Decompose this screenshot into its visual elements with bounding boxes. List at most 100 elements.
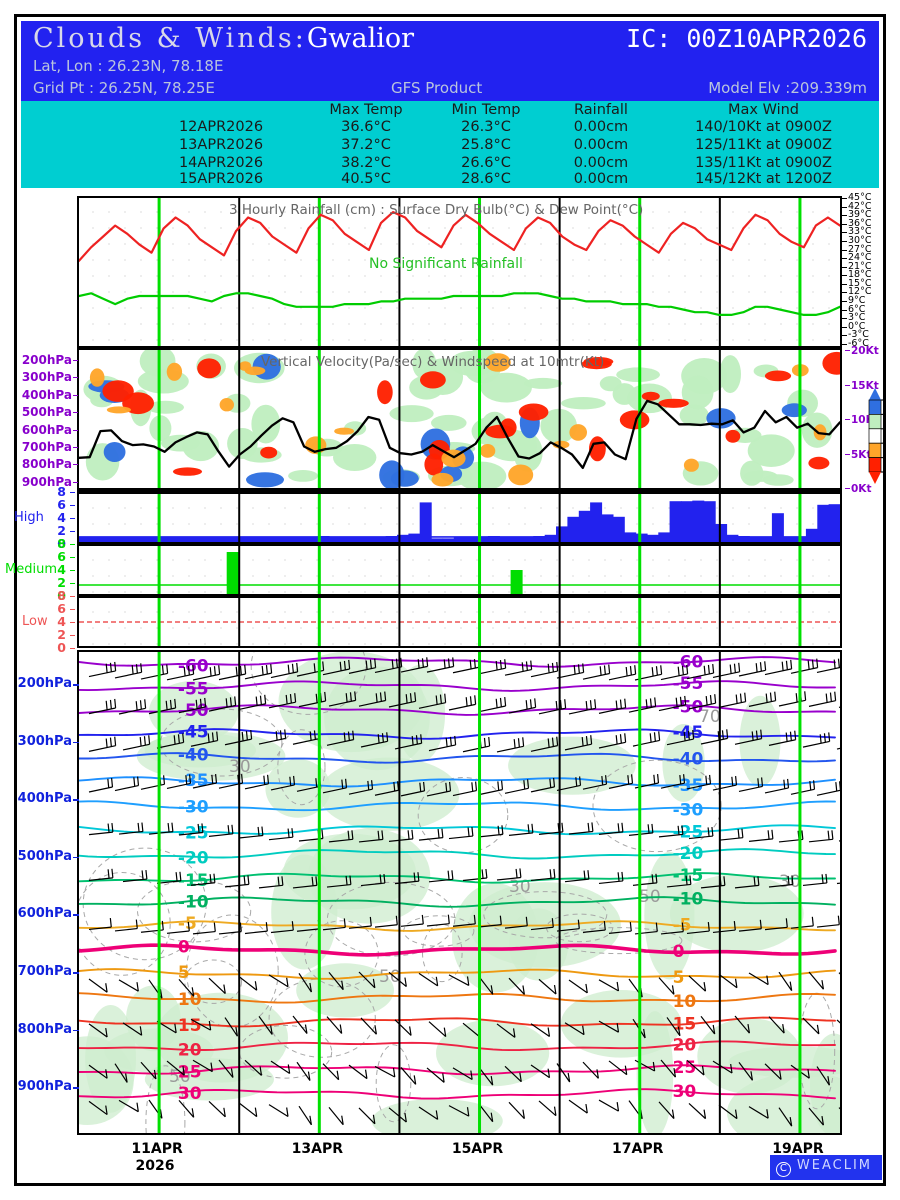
tick-mark — [842, 266, 847, 268]
tick-mark — [70, 635, 75, 636]
tick-mark — [842, 215, 847, 217]
temp-tick: 0°C — [848, 320, 866, 332]
tick-mark — [842, 309, 847, 311]
cell-max-wind: 140/10Kt at 0900Z — [695, 119, 832, 135]
cell-max-temp: 36.6°C — [341, 119, 391, 135]
pressure-tick: 400hPa — [17, 791, 72, 807]
temp-tick: 39°C — [848, 209, 872, 221]
tick-mark — [842, 344, 847, 345]
header-banner: Clouds & Winds:Gwalior IC: 00Z10APR2026 … — [21, 21, 879, 101]
lat-lon-label: Lat, Lon : 26.23N, 78.18E — [33, 57, 224, 75]
tick-mark — [842, 232, 847, 234]
tick-mark — [73, 481, 78, 483]
copyright-icon: C — [775, 1162, 791, 1177]
col-min-temp: Min Temp — [451, 102, 521, 118]
panel2-title: Vertical Velocity(Pa/sec) & Windspeed at… — [261, 354, 605, 370]
pressure-tick: 300hPa — [21, 370, 72, 385]
pressure-tick: 600hPa — [17, 906, 72, 922]
medium-cloud-plot — [79, 546, 840, 594]
tick-mark — [73, 1029, 79, 1032]
high-cloud-plot — [79, 494, 840, 542]
upper-air-plot: 30507050303050-60-60-55-55-50-50-45-45-4… — [79, 652, 840, 1133]
cloud-scale-tick: 6 — [57, 497, 66, 512]
tick-mark — [842, 326, 847, 328]
no-rainfall-annotation: No Significant Rainfall — [369, 256, 523, 272]
cell-rainfall: 0.00cm — [573, 137, 629, 153]
cloud-scale-tick: 2 — [57, 523, 66, 538]
cloud-scale-tick: 0 — [57, 640, 66, 655]
panel-upper-air-temp-wind: 30507050303050-60-60-55-55-50-50-45-45-4… — [77, 650, 842, 1135]
svg-text:-5: -5 — [673, 915, 692, 935]
cloud-scale-tick: 0 — [57, 588, 66, 603]
temp-tick: 12°C — [848, 286, 872, 298]
temp-tick: 15°C — [848, 277, 872, 289]
cloud-scale-tick: 4 — [57, 614, 66, 629]
temp-tick: 18°C — [848, 269, 872, 281]
x-tick-label: 15APR — [451, 1141, 504, 1157]
pressure-tick: 700hPa — [21, 440, 72, 454]
cloud-scale-tick: 2 — [57, 575, 66, 590]
cell-date: 12APR2026 — [178, 119, 264, 135]
model-elevation-label: Model Elv :209.339m — [708, 79, 867, 97]
pressure-tick: 800hPa — [17, 1021, 72, 1037]
tick-mark — [73, 684, 79, 686]
tick-mark — [70, 531, 75, 532]
cell-max-wind: 135/11Kt at 0900Z — [695, 155, 832, 171]
table-header-row: Max Temp Min Temp Rainfall Max Wind — [21, 102, 879, 121]
pressure-tick: 400hPa — [21, 387, 72, 402]
svg-text:-50: -50 — [673, 698, 704, 718]
pressure-tick: 500hPa — [21, 405, 72, 420]
tick-mark — [73, 1087, 79, 1089]
panel-high-cloud — [77, 492, 842, 544]
svg-text:70: 70 — [699, 707, 721, 727]
svg-text:-15: -15 — [178, 871, 209, 891]
pressure-tick: 700hPa — [17, 964, 72, 979]
cell-min-temp: 25.8°C — [461, 137, 511, 153]
svg-text:20: 20 — [673, 1036, 697, 1056]
svg-text:-20: -20 — [178, 848, 209, 868]
tick-mark — [70, 505, 75, 506]
svg-text:-60: -60 — [673, 652, 704, 672]
temp-tick: 3°C — [848, 312, 866, 324]
pressure-tick: 300hPa — [17, 733, 72, 749]
title-station: Gwalior — [306, 23, 415, 54]
daily-summary-table: Max Temp Min Temp Rainfall Max Wind 12AP… — [21, 101, 879, 188]
wind-tick: 0Kt — [851, 483, 872, 495]
cloud-layer-label: High — [14, 510, 44, 525]
cell-max-temp: 40.5°C — [341, 171, 391, 187]
tick-mark — [70, 518, 75, 519]
cell-min-temp: 28.6°C — [461, 171, 511, 187]
temp-tick: 45°C — [848, 192, 872, 203]
temp-tick: 33°C — [848, 226, 872, 238]
tick-mark — [842, 258, 847, 260]
svg-text:-55: -55 — [178, 679, 209, 699]
cloud-layer-label: Medium — [5, 562, 57, 577]
tick-mark — [70, 609, 75, 610]
svg-text:5: 5 — [178, 963, 190, 983]
panel-low-cloud — [77, 596, 842, 648]
tick-mark — [73, 360, 78, 361]
x-tick-label: 17APR — [612, 1141, 664, 1157]
tick-mark — [73, 412, 78, 414]
dot-grid — [79, 198, 840, 346]
cell-max-wind: 125/11Kt at 0900Z — [695, 137, 832, 153]
grid-point-label: Grid Pt : 26.25N, 78.25E — [33, 79, 215, 97]
chart-outer-border — [14, 14, 886, 1186]
pressure-tick: 200hPa — [21, 353, 72, 367]
svg-text:-45: -45 — [673, 723, 704, 743]
panel-medium-cloud — [77, 544, 842, 596]
x-tick-label: 13APR — [291, 1141, 343, 1157]
cell-min-temp: 26.6°C — [461, 155, 511, 171]
temp-tick: 21°C — [848, 260, 872, 272]
tick-mark — [73, 377, 78, 379]
tick-mark — [70, 492, 75, 493]
pressure-tick: 800hPa — [21, 457, 72, 472]
tick-mark — [842, 206, 847, 208]
tick-mark — [842, 275, 847, 277]
col-max-wind: Max Wind — [727, 102, 800, 118]
svg-text:15: 15 — [178, 1016, 202, 1036]
wind-tick: 15Kt — [851, 379, 879, 392]
pressure-tick: 900hPa — [17, 1079, 72, 1095]
cell-max-temp: 37.2°C — [341, 137, 391, 153]
tick-mark — [73, 394, 78, 396]
